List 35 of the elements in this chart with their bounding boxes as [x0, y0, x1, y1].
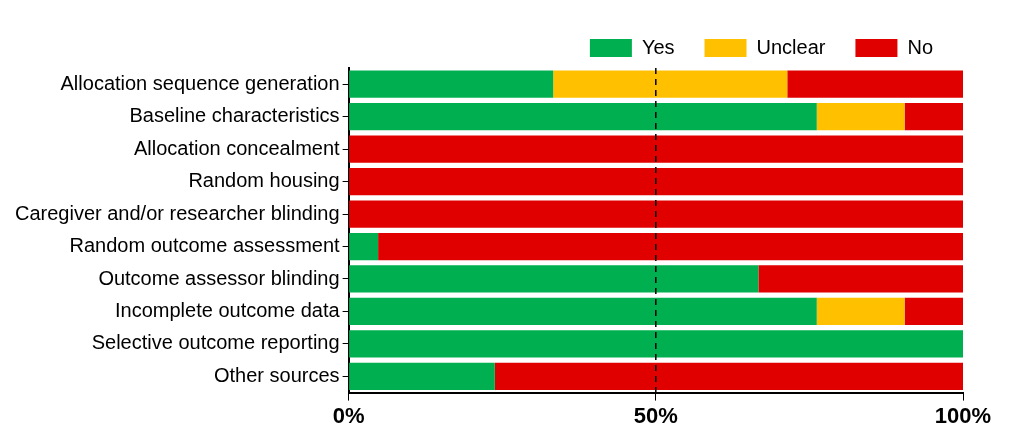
bar: [349, 200, 963, 228]
bar: [378, 232, 963, 261]
bar: [904, 297, 963, 326]
y-tick-label: Selective outcome reporting: [91, 331, 340, 354]
bar: [816, 103, 905, 131]
x-tick-label: 100%: [934, 402, 992, 428]
legend-label: Yes: [641, 35, 675, 58]
bar: [349, 297, 817, 326]
y-tick-label: Incomplete outcome data: [115, 298, 341, 321]
bar: [349, 167, 963, 196]
y-tick-label: Allocation concealment: [133, 136, 341, 159]
legend-label: Unclear: [756, 35, 826, 58]
y-tick-label: Allocation sequence generation: [60, 71, 340, 94]
y-tick-label: Random outcome assessment: [69, 234, 341, 257]
y-tick-label: Caregiver and/or researcher blinding: [14, 201, 340, 224]
bar: [349, 265, 759, 293]
bar: [553, 70, 788, 98]
y-tick-label: Outcome assessor blinding: [98, 266, 340, 289]
bar: [349, 103, 817, 131]
bar: [349, 135, 963, 163]
bar: [787, 70, 963, 98]
x-tick-label: 0%: [332, 402, 365, 428]
y-tick-label: Other sources: [214, 363, 340, 386]
x-tick-label: 50%: [633, 402, 678, 428]
bar: [816, 297, 905, 326]
bar: [904, 103, 963, 131]
bar: [349, 232, 379, 261]
bar: [349, 362, 495, 390]
y-tick-label: Random housing: [188, 169, 340, 192]
bar: [758, 265, 963, 293]
legend-label: No: [907, 35, 934, 58]
y-tick-label: Baseline characteristics: [129, 104, 340, 127]
bar: [494, 362, 963, 390]
bar: [349, 70, 554, 98]
bar: [349, 330, 963, 358]
